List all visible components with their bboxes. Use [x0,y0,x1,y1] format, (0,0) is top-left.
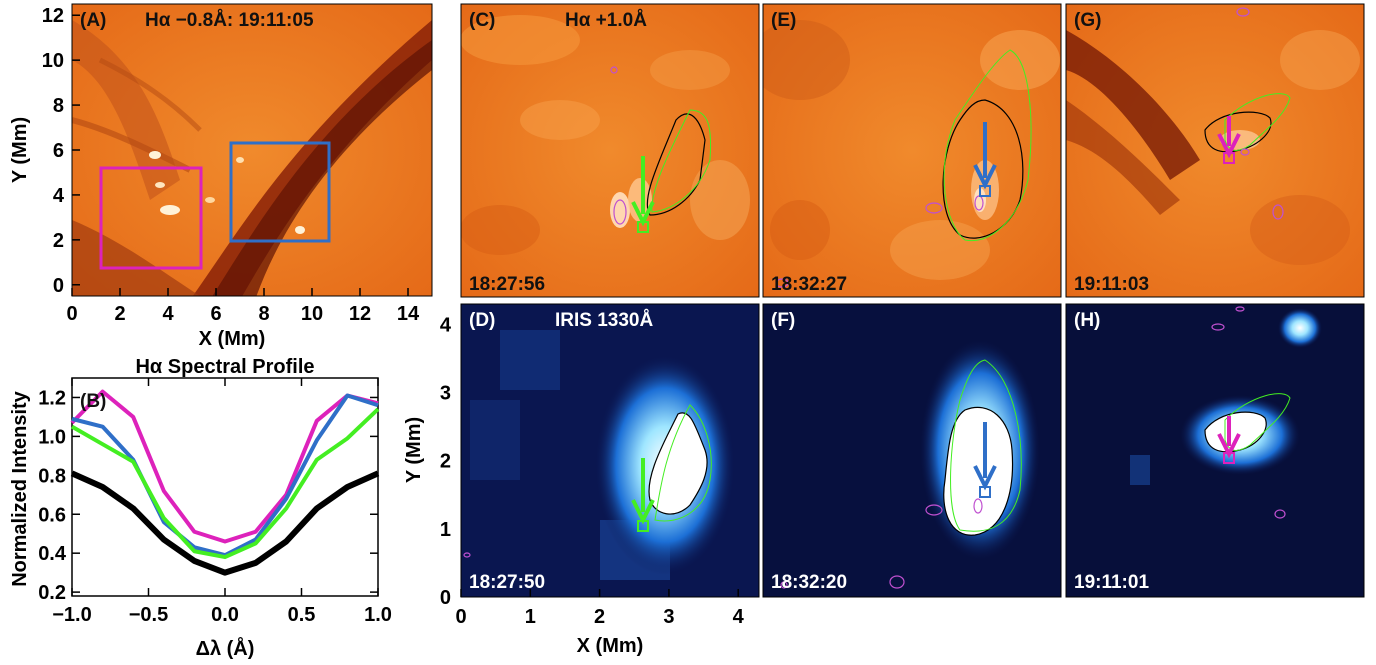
chart-xlabel: Δλ (Å) [196,636,255,660]
panel-a-xlabel: X (Mm) [199,328,266,350]
panel-a-title: Hα −0.8Å: 19:11:05 [145,10,314,31]
panel-e-time: 18:32:27 [771,274,847,295]
panel-d-label: (D) [469,310,495,331]
panel-b: Hα Spectral Profile −1.0 −0.5 0.0 0.5 1.0 0.2… [9,356,392,660]
chart-ytick-label: 1.2 [38,387,66,409]
panel-a-image [72,4,432,296]
panel-a-ytick-label: 4 [53,185,65,207]
panel-g: (G) 19:11:03 [1065,3,1365,298]
panel-a-ytick-label: 10 [42,50,64,72]
panel-a-xtick-label: 2 [114,303,125,325]
panel-a-ytick-label: 2 [53,230,64,252]
panel-d-time: 18:27:50 [469,572,545,593]
panel-d-ytick-label: 4 [440,314,452,336]
chart-xtick-label: 0.0 [211,604,239,626]
chart-xtick-label: −1.0 [52,604,91,626]
panel-d-ytick-label: 2 [440,451,451,473]
panel-f-time: 18:32:20 [771,572,847,593]
panel-a-label: (A) [80,10,106,31]
spectral-plot: −1.0 −0.5 0.0 0.5 1.0 0.2 0.4 0.6 0.8 1.0 1.2 [38,378,392,626]
chart-xtick-label: 1.0 [364,604,392,626]
panel-d-ylabel: Y (Mm) [403,417,425,483]
panel-d-xlabel: X (Mm) [577,635,644,657]
panel-c-time: 18:27:56 [469,274,545,295]
panel-d-xtick-label: 0 [455,606,466,628]
chart-series-line [70,470,380,576]
chart-series-line [71,407,380,560]
panel-c-label: (C) [469,10,495,31]
blue-box [229,141,331,243]
panel-b-label: (B) [80,391,106,412]
chart-ytick-label: 0.4 [38,543,67,565]
panel-d: (D) IRIS 1330Å 18:27:50 0 1 2 3 4 0 1 2 3 4 X (Mm… [403,303,760,657]
chart-ylabel: Normalized Intensity [9,390,31,586]
panel-g-label: (G) [1074,10,1101,31]
magenta-box [99,166,203,270]
panel-c-title: Hα +1.0Å [565,10,647,31]
panel-d-title: IRIS 1330Å [555,310,653,331]
panel-d-xtick-label: 3 [663,606,674,628]
panel-g-image [1066,4,1364,297]
panel-a-xtick-label: 10 [301,303,323,325]
chart-series-line [70,389,379,544]
panel-a-xtick-label: 4 [162,303,174,325]
panel-f: (F) 18:32:20 [762,303,1062,598]
panel-e-image [763,4,1061,297]
panel-d-ytick-label: 1 [440,519,451,541]
chart-title: Hα Spectral Profile [135,356,314,378]
panel-a-axes: 0 2 4 6 8 10 12 14 0 2 4 6 8 10 12 [42,5,420,325]
panel-h-time: 19:11:01 [1074,572,1149,593]
panel-h: (H) 19:11:01 [1065,303,1365,598]
chart-ytick-label: 1.0 [38,426,66,448]
panel-d-image [461,304,759,597]
panel-a-ytick-label: 12 [42,5,64,27]
panel-d-ytick-label: 3 [440,383,451,405]
panel-f-label: (F) [771,310,795,331]
panel-f-image [763,304,1061,597]
chart-ytick-label: 0.8 [38,465,66,487]
panel-a-ytick-label: 8 [53,95,64,117]
panel-c-image [461,4,759,297]
panel-a: (A) Hα −0.8Å: 19:11:05 0 2 4 6 8 10 12 14 0 2 4 6 8 1… [9,3,433,350]
panel-d-ytick-label: 0 [440,587,451,609]
panel-e: (E) 18:32:27 [762,3,1062,298]
chart-ytick-label: 0.2 [38,582,66,604]
panel-h-label: (H) [1074,310,1100,331]
panel-e-label: (E) [771,10,796,31]
panel-d-xtick-label: 2 [594,606,605,628]
panel-a-xtick-label: 14 [397,303,420,325]
panel-g-time: 19:11:03 [1074,274,1149,295]
chart-ytick-label: 0.6 [38,504,66,526]
chart-xtick-label: −0.5 [129,604,168,626]
panel-h-image [1066,304,1364,597]
panel-a-ytick-label: 0 [53,275,64,297]
panel-c: (C) Hα +1.0Å 18:27:56 [460,3,760,298]
panel-d-xtick-label: 4 [733,606,745,628]
panel-a-xtick-label: 0 [66,303,77,325]
chart-xtick-label: 0.5 [288,604,316,626]
panel-a-ylabel: Y (Mm) [9,117,31,183]
panel-a-xtick-label: 12 [349,303,371,325]
panel-d-xtick-label: 1 [525,606,536,628]
panel-a-xtick-label: 6 [210,303,221,325]
panel-a-ytick-label: 6 [53,140,64,162]
panel-a-xtick-label: 8 [258,303,269,325]
panel-d-axes: 0 1 2 3 4 0 1 2 3 4 [440,314,745,628]
